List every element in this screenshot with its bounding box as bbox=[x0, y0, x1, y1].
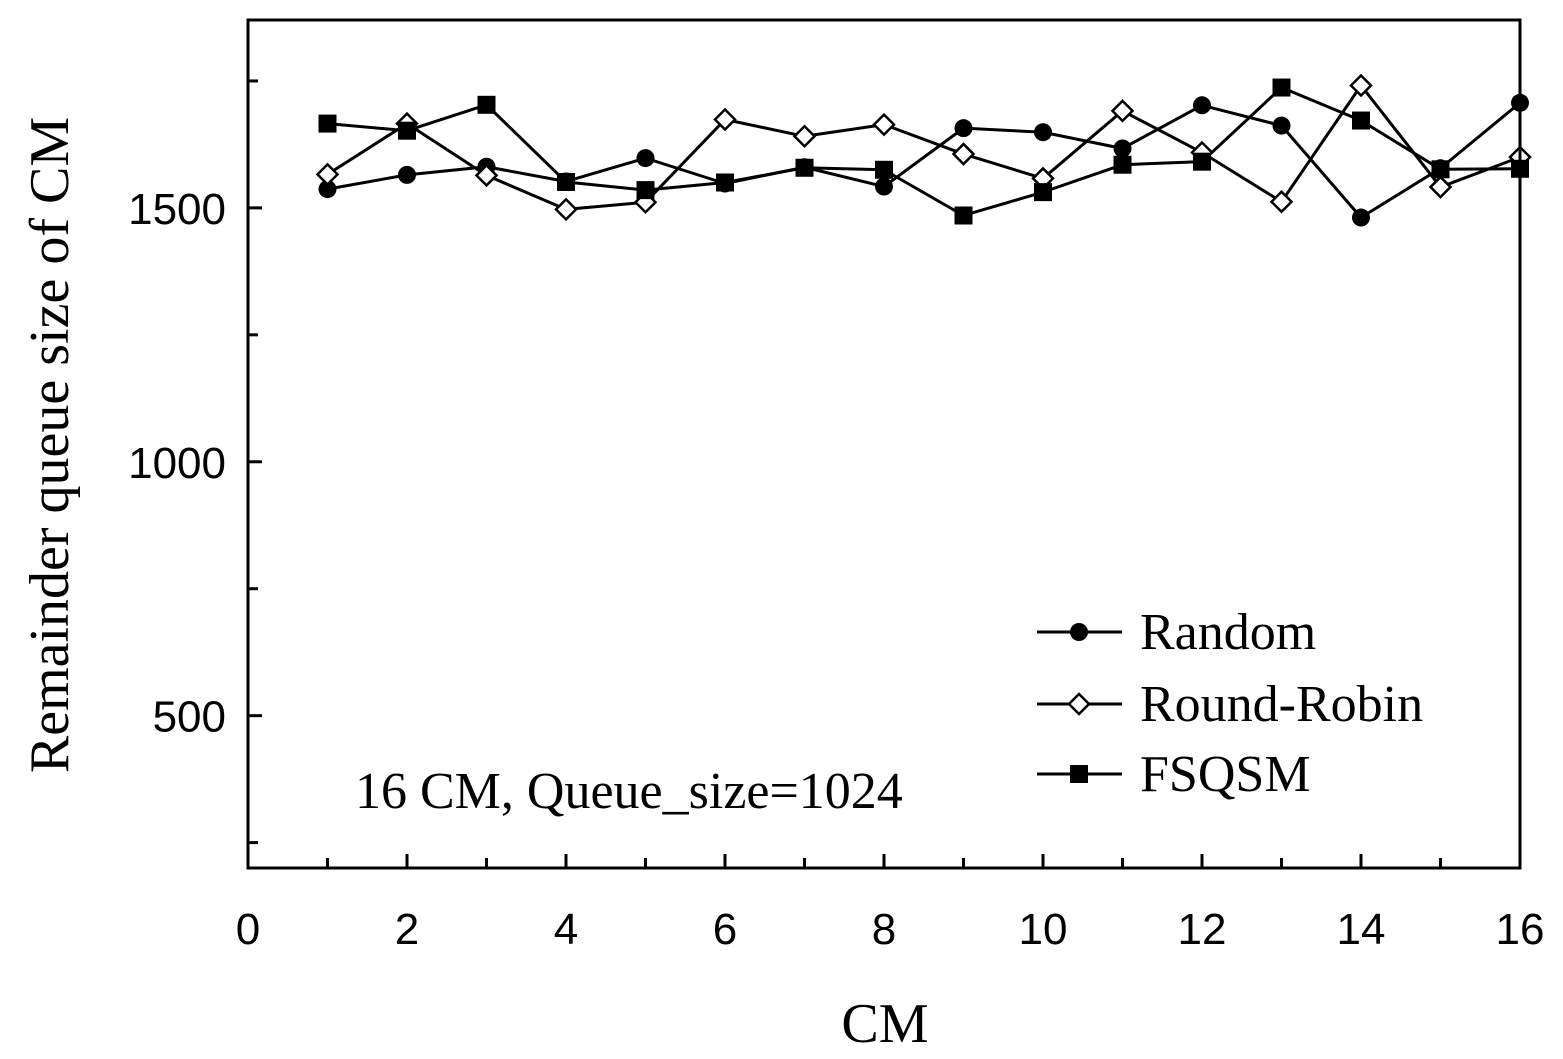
legend-label-random: Random bbox=[1140, 604, 1316, 661]
x-tick-label-8: 8 bbox=[872, 905, 896, 954]
data-point-random-9 bbox=[954, 119, 973, 138]
x-tick-label-6: 6 bbox=[713, 905, 737, 954]
data-point-round-robin-1 bbox=[315, 162, 340, 187]
series-layer bbox=[315, 73, 1532, 227]
data-point-random-10 bbox=[1034, 123, 1052, 142]
y-tick-label-1500: 1500 bbox=[128, 185, 226, 234]
x-tick-label-4: 4 bbox=[554, 905, 578, 954]
data-point-fsqsm-3 bbox=[477, 95, 496, 114]
data-point-fsqsm-5 bbox=[636, 181, 655, 200]
data-point-round-robin-14 bbox=[1349, 73, 1373, 98]
data-point-fsqsm-8 bbox=[875, 160, 893, 179]
data-point-random-2 bbox=[398, 165, 416, 184]
y-axis-title: Remainder queue size of CM bbox=[19, 117, 81, 773]
legend-entry-fsqsm: FSQSM bbox=[1037, 746, 1311, 803]
data-point-random-1 bbox=[318, 180, 337, 199]
data-point-round-robin-4 bbox=[554, 197, 578, 222]
data-point-round-robin-15 bbox=[1428, 175, 1453, 199]
series-random bbox=[327, 101, 1521, 220]
y-tick-label-1000: 1000 bbox=[128, 439, 226, 488]
data-point-round-robin-13 bbox=[1269, 190, 1294, 214]
series-line-random bbox=[327, 101, 1521, 220]
series-line-round-robin bbox=[326, 84, 1521, 211]
data-point-round-robin-9 bbox=[951, 142, 976, 166]
legend-marker-fsqsm bbox=[1070, 765, 1088, 783]
y-axis-ticks: 500 1000 1500 bbox=[128, 79, 262, 845]
series-line-fsqsm bbox=[327, 86, 1521, 217]
data-point-fsqsm-7 bbox=[795, 158, 814, 177]
x-tick-label-2: 2 bbox=[395, 905, 419, 954]
x-tick-label-0: 0 bbox=[236, 905, 260, 954]
data-point-round-robin-3 bbox=[474, 163, 499, 188]
series-fsqsm bbox=[327, 86, 1521, 217]
data-point-fsqsm-2 bbox=[398, 121, 416, 140]
legend-marker-random bbox=[1070, 623, 1088, 641]
data-point-fsqsm-14 bbox=[1352, 111, 1370, 130]
data-point-random-8 bbox=[875, 177, 893, 196]
legend-marker-round-robin bbox=[1067, 692, 1091, 716]
data-point-round-robin-7 bbox=[792, 124, 817, 149]
legend: Random Round-Robin FSQSM bbox=[1037, 604, 1423, 803]
legend-entry-random: Random bbox=[1037, 604, 1316, 661]
data-point-fsqsm-1 bbox=[318, 114, 337, 133]
data-point-round-robin-8 bbox=[872, 112, 896, 137]
legend-label-round-robin: Round-Robin bbox=[1140, 676, 1423, 733]
data-point-fsqsm-13 bbox=[1272, 78, 1291, 97]
data-point-fsqsm-11 bbox=[1113, 155, 1132, 174]
data-point-fsqsm-12 bbox=[1193, 152, 1211, 171]
x-tick-label-16: 16 bbox=[1496, 905, 1545, 954]
data-point-random-5 bbox=[636, 149, 655, 168]
series-round-robin bbox=[326, 84, 1521, 211]
legend-symbol-round-robin bbox=[1067, 692, 1091, 716]
legend-entry-round-robin: Round-Robin bbox=[1037, 676, 1423, 733]
x-axis-ticks: 0 2 4 6 8 10 12 14 16 bbox=[236, 854, 1545, 954]
x-tick-label-12: 12 bbox=[1178, 905, 1227, 954]
series-markers-round-robin bbox=[315, 73, 1532, 222]
data-point-fsqsm-6 bbox=[716, 173, 734, 192]
data-point-round-robin-6 bbox=[713, 107, 737, 132]
data-point-random-11 bbox=[1113, 139, 1132, 158]
legend-symbol-random bbox=[1070, 623, 1088, 641]
data-point-round-robin-11 bbox=[1110, 99, 1135, 123]
x-tick-label-10: 10 bbox=[1019, 905, 1068, 954]
data-point-random-13 bbox=[1272, 116, 1291, 135]
data-point-fsqsm-10 bbox=[1034, 183, 1052, 202]
data-point-fsqsm-15 bbox=[1431, 160, 1450, 179]
chart-annotation: 16 CM, Queue_size=1024 bbox=[355, 763, 903, 820]
y-tick-label-500: 500 bbox=[153, 693, 226, 742]
legend-symbol-fsqsm bbox=[1070, 765, 1088, 783]
legend-label-fsqsm: FSQSM bbox=[1140, 746, 1311, 803]
plot-frame bbox=[246, 18, 1522, 870]
x-axis-title: CM bbox=[841, 993, 928, 1055]
data-point-random-14 bbox=[1352, 208, 1370, 227]
data-point-fsqsm-4 bbox=[557, 172, 575, 191]
data-point-fsqsm-9 bbox=[954, 206, 973, 225]
series-markers-fsqsm bbox=[318, 78, 1529, 225]
x-tick-label-14: 14 bbox=[1337, 905, 1386, 954]
data-point-random-12 bbox=[1193, 96, 1211, 115]
